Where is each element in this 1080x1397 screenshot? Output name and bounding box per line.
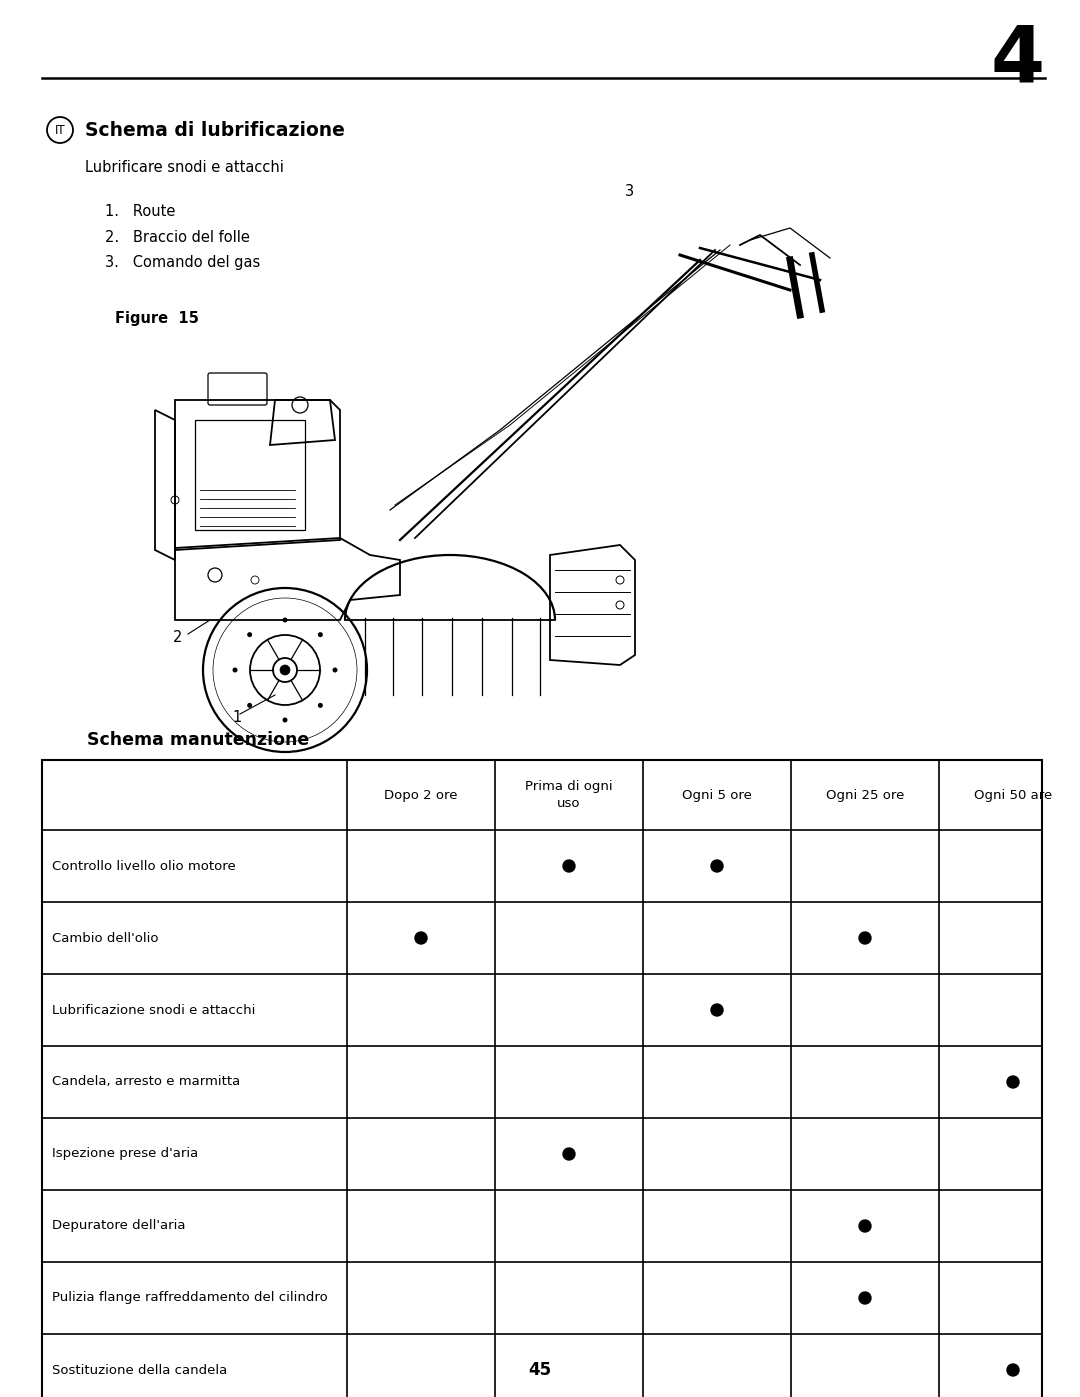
Text: 45: 45	[528, 1361, 552, 1379]
Text: Controllo livello olio motore: Controllo livello olio motore	[52, 859, 235, 873]
Circle shape	[283, 718, 287, 722]
Text: Ogni 5 ore: Ogni 5 ore	[683, 788, 752, 802]
Bar	[195, 420, 305, 529]
Text: 1: 1	[232, 711, 242, 725]
Circle shape	[859, 932, 870, 944]
Text: Ispezione prese d'aria: Ispezione prese d'aria	[52, 1147, 199, 1161]
Circle shape	[232, 668, 238, 672]
Circle shape	[318, 703, 323, 708]
Text: Schema di lubrificazione: Schema di lubrificazione	[85, 120, 345, 140]
Text: Ogni 50 are: Ogni 50 are	[974, 788, 1052, 802]
Circle shape	[333, 668, 337, 672]
Circle shape	[711, 1004, 723, 1016]
Circle shape	[318, 633, 323, 637]
Text: Sostituzione della candela: Sostituzione della candela	[52, 1363, 227, 1376]
Text: Prima di ogni
uso: Prima di ogni uso	[525, 780, 612, 810]
Text: Lubrificazione snodi e attacchi: Lubrificazione snodi e attacchi	[52, 1003, 255, 1017]
Text: 3: 3	[625, 184, 635, 200]
Circle shape	[859, 1220, 870, 1232]
Text: 3.   Comando del gas: 3. Comando del gas	[105, 254, 260, 270]
Text: Schema manutenzione: Schema manutenzione	[87, 731, 309, 749]
Circle shape	[247, 703, 252, 708]
Bar	[42, 760, 1042, 1397]
Text: Figure  15: Figure 15	[114, 310, 199, 326]
Text: IT: IT	[55, 123, 65, 137]
Text: Pulizia flange raffreddamento del cilindro: Pulizia flange raffreddamento del cilind…	[52, 1291, 327, 1305]
Text: 2.   Braccio del folle: 2. Braccio del folle	[105, 229, 249, 244]
Circle shape	[563, 1148, 575, 1160]
Circle shape	[859, 1292, 870, 1303]
Text: 4: 4	[990, 22, 1045, 98]
Circle shape	[563, 861, 575, 872]
Text: Dopo 2 ore: Dopo 2 ore	[384, 788, 458, 802]
Circle shape	[283, 617, 287, 623]
Circle shape	[247, 633, 252, 637]
Text: 2: 2	[173, 630, 183, 644]
Text: 1.   Route: 1. Route	[105, 204, 175, 219]
Text: Depuratore dell'aria: Depuratore dell'aria	[52, 1220, 186, 1232]
Text: Ogni 25 ore: Ogni 25 ore	[826, 788, 904, 802]
Text: Candela, arresto e marmitta: Candela, arresto e marmitta	[52, 1076, 240, 1088]
Circle shape	[1007, 1363, 1020, 1376]
Text: Lubrificare snodi e attacchi: Lubrificare snodi e attacchi	[85, 161, 284, 176]
Circle shape	[280, 665, 291, 675]
Circle shape	[711, 861, 723, 872]
Text: Cambio dell'olio: Cambio dell'olio	[52, 932, 159, 944]
Circle shape	[415, 932, 427, 944]
Circle shape	[1007, 1076, 1020, 1088]
